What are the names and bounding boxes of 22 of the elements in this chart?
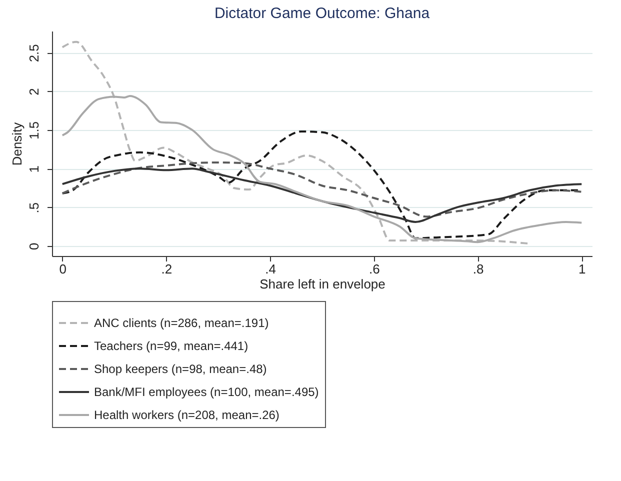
legend-label: Shop keepers (n=98, mean=.48) [94, 362, 267, 376]
legend-label: ANC clients (n=286, mean=.191) [94, 316, 269, 330]
x-tick-label: .6 [369, 262, 380, 276]
x-tick-label: 0 [59, 262, 66, 276]
legend-label: Health workers (n=208, mean=.26) [94, 408, 280, 422]
legend-label: Teachers (n=99, mean=.441) [94, 339, 248, 353]
line-series [61, 168, 583, 223]
y-tick-label: 1 [26, 166, 42, 173]
y-tick-label: 2.5 [26, 44, 42, 62]
y-tick-label: 0 [26, 242, 42, 250]
x-tick-label: .2 [161, 262, 172, 276]
chart-title: Dictator Game Outcome: Ghana [214, 5, 430, 22]
legend-label: Bank/MFI employees (n=100, mean=.495) [94, 385, 319, 399]
y-axis-title: Density [10, 122, 24, 166]
y-tick-label: 1.5 [26, 121, 42, 140]
x-axis-title: Share left in envelope [260, 276, 386, 292]
y-tick-label: 2 [26, 88, 42, 96]
x-tick-label: .8 [472, 262, 484, 276]
y-tick-label: .5 [26, 202, 42, 214]
x-tick-label: 1 [578, 262, 586, 276]
x-tick-label: .4 [265, 262, 276, 276]
line-series [61, 161, 583, 218]
